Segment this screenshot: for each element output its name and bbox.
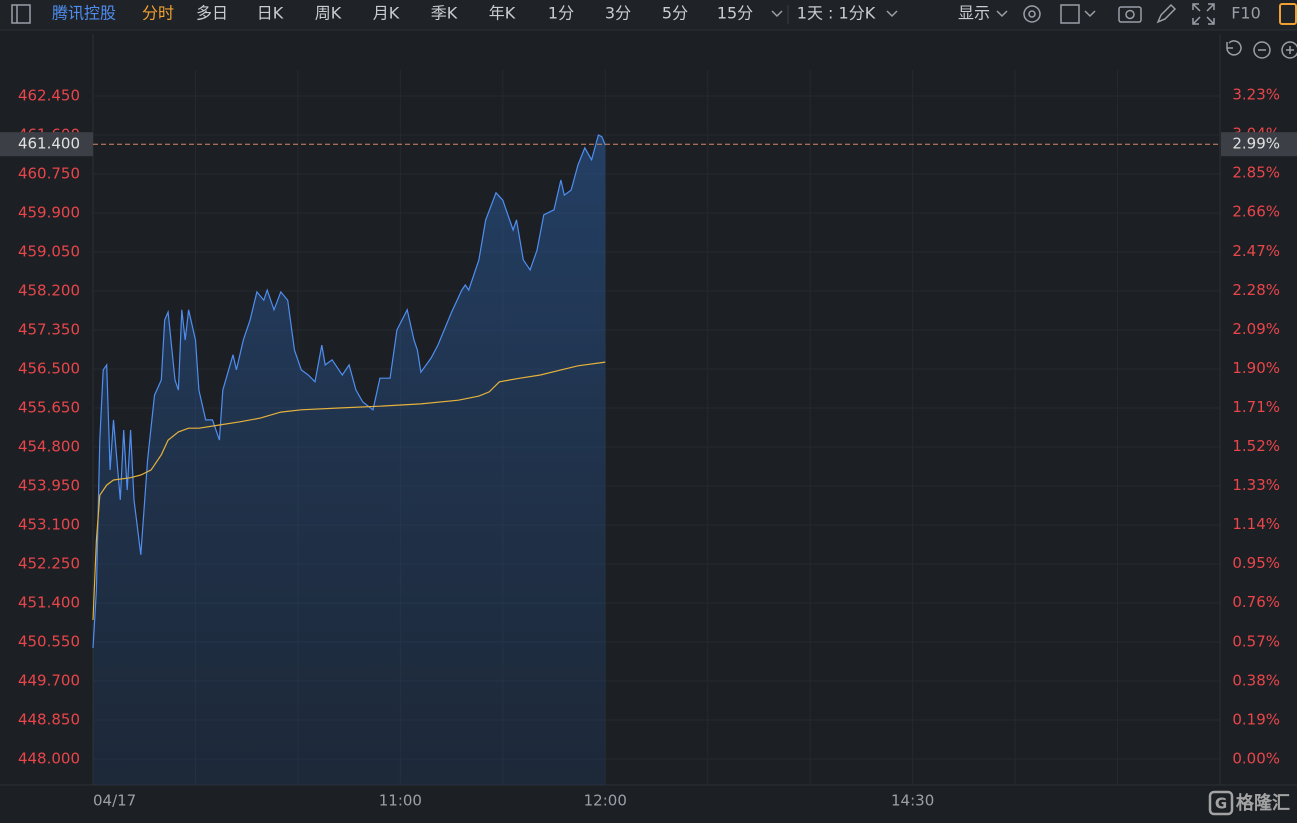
- price-area: [93, 135, 606, 785]
- y2-tick-label: 2.28%: [1232, 281, 1280, 299]
- settings-icon-center: [1028, 10, 1036, 18]
- settings-icon[interactable]: [1023, 5, 1041, 23]
- watermark-logo: [1208, 790, 1234, 816]
- y2-tick-label: 2.47%: [1232, 242, 1280, 260]
- y2-tick-label: 0.76%: [1232, 593, 1280, 611]
- y-tick-label: 462.450: [18, 87, 80, 105]
- y-tick-label: 456.500: [18, 360, 80, 378]
- tab[interactable]: 月K: [373, 4, 400, 23]
- y2-tick-label: 0.95%: [1232, 554, 1280, 572]
- x-tick-label: 12:00: [584, 792, 627, 810]
- crosshair-label-box: [0, 132, 93, 157]
- tab[interactable]: 1分: [548, 4, 574, 23]
- y-tick-label: 453.950: [18, 476, 80, 494]
- y2-tick-label: 3.23%: [1232, 86, 1280, 104]
- y-tick-label: 452.250: [18, 554, 80, 572]
- period-chevron[interactable]: [886, 10, 898, 18]
- y-tick-label: 459.050: [18, 243, 80, 261]
- crosshair-y2-box: [1221, 132, 1297, 157]
- fullscreen-icon[interactable]: [1192, 3, 1215, 25]
- zoom-in-icon[interactable]: [1281, 41, 1297, 59]
- y2-tick-label: 0.00%: [1232, 749, 1280, 767]
- tab[interactable]: 5分: [662, 4, 688, 23]
- y2-tick-label: 1.71%: [1232, 398, 1280, 416]
- tab[interactable]: 15分: [717, 4, 753, 23]
- crosshair-y2-label: 2.99%: [1232, 135, 1280, 153]
- average-line: [92, 361, 606, 621]
- tab[interactable]: 分时: [142, 4, 174, 23]
- y2-tick-label: 0.57%: [1232, 632, 1280, 650]
- display-menu[interactable]: 显示: [958, 4, 990, 23]
- pencil-icon[interactable]: [1156, 3, 1177, 24]
- toolbar: [0, 0, 1297, 30]
- tab[interactable]: 周K: [315, 4, 342, 23]
- y2-tick-label: 0.19%: [1232, 710, 1280, 728]
- y-tick-label: 459.900: [18, 204, 80, 222]
- f10-button[interactable]: F10: [1231, 4, 1261, 23]
- y-tick-label: 451.400: [18, 593, 80, 611]
- reset-icon[interactable]: [1226, 40, 1242, 56]
- y-tick-label: 455.650: [18, 399, 80, 417]
- plot: 448.000 448.850 449.700 450.550 451.400 452.2…: [0, 34, 1297, 810]
- crosshair-label: 461.400: [18, 135, 80, 153]
- y-tick-label: 448.000: [18, 749, 80, 767]
- y-tick-label: 449.700: [18, 671, 80, 689]
- y2-tick-label: 1.14%: [1232, 515, 1280, 533]
- y-tick-label: 457.350: [18, 321, 80, 339]
- watermark: G 格隆汇: [1208, 790, 1290, 816]
- zoom-in-plus: [1286, 46, 1294, 54]
- y2-tick-label: 2.85%: [1232, 164, 1280, 182]
- y2-tick-label: 2.66%: [1232, 203, 1280, 221]
- y-tick-label: 450.550: [18, 632, 80, 650]
- x-tick-label: 11:00: [379, 792, 422, 810]
- camera-icon[interactable]: [1118, 6, 1142, 23]
- orange-button[interactable]: [1279, 3, 1297, 25]
- y-tick-label: 460.750: [18, 165, 80, 183]
- tabs: 分时 多日 日K 周K 月K 季K 年K 1分 3分 5分 15分: [142, 4, 753, 23]
- y-tick-label: 453.100: [18, 515, 80, 533]
- shape-chevron[interactable]: [1084, 10, 1096, 18]
- tab[interactable]: 3分: [605, 4, 631, 23]
- watermark-text: 格隆汇: [1236, 792, 1290, 814]
- camera-lens: [1125, 9, 1135, 20]
- y2-tick-label: 1.90%: [1232, 359, 1280, 377]
- y-tick-label: 454.800: [18, 437, 80, 455]
- y2-tick-label: 1.52%: [1232, 437, 1280, 455]
- tab[interactable]: 多日: [196, 4, 228, 23]
- more-chevron[interactable]: [771, 10, 783, 18]
- display-chevron[interactable]: [996, 10, 1008, 18]
- sidebar-toggle[interactable]: [11, 4, 31, 24]
- zoom-out-icon[interactable]: [1253, 41, 1271, 59]
- y2-tick-label: 0.38%: [1232, 671, 1280, 689]
- period-select[interactable]: 1天 : 1分K: [797, 4, 876, 23]
- y-tick-label: 448.850: [18, 710, 80, 728]
- y2-tick-label: 2.09%: [1232, 320, 1280, 338]
- x-tick-label: 04/17: [93, 792, 136, 810]
- tab[interactable]: 年K: [489, 4, 516, 23]
- watermark-logo-letter: G: [1215, 795, 1227, 813]
- stock-name[interactable]: 腾讯控股: [52, 4, 116, 23]
- x-tick-label: 14:30: [891, 792, 934, 810]
- tab[interactable]: 季K: [431, 4, 458, 23]
- price-line: [92, 134, 606, 649]
- shape-icon[interactable]: [1060, 4, 1080, 24]
- y2-tick-label: 1.33%: [1232, 476, 1280, 494]
- tab[interactable]: 日K: [257, 4, 284, 23]
- y-tick-label: 458.200: [18, 282, 80, 300]
